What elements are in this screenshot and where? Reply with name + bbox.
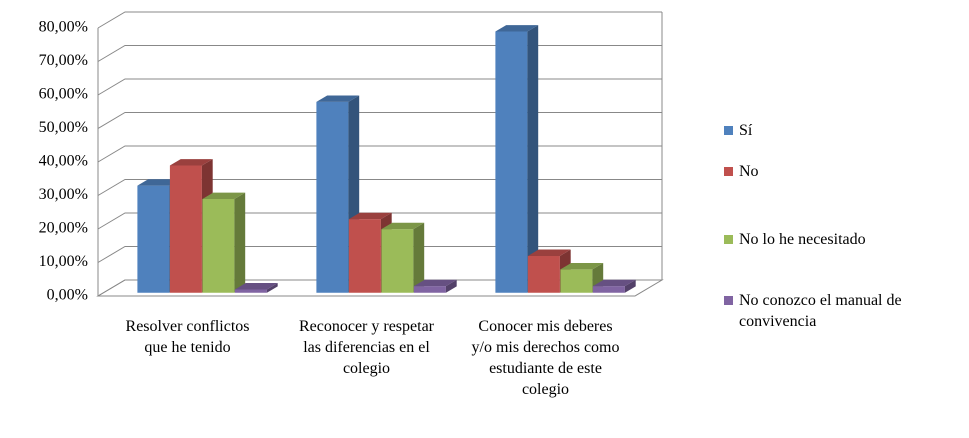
grid-line xyxy=(97,179,662,196)
grid-line xyxy=(97,279,662,297)
grid-line xyxy=(97,145,662,163)
bar xyxy=(234,283,278,293)
y-tick-label: 30,00% xyxy=(39,186,88,203)
y-tick-label: 70,00% xyxy=(39,52,88,69)
y-tick-label: 10,00% xyxy=(39,253,88,270)
bar-top xyxy=(169,159,213,166)
grid-line xyxy=(97,212,662,230)
bar xyxy=(592,279,636,293)
bar-front xyxy=(495,31,528,293)
bar xyxy=(413,279,457,293)
bar xyxy=(495,25,539,293)
bar-front xyxy=(413,286,446,293)
legend-label: No conozco el manual de convivencia xyxy=(739,292,902,330)
bar-front xyxy=(560,269,593,293)
y-tick-label: 40,00% xyxy=(39,153,88,170)
bar-top xyxy=(137,179,181,186)
x-tick-label: Conocer mis deberes y/o mis derechos com… xyxy=(471,318,620,398)
legend-swatch xyxy=(724,296,733,305)
bar-side xyxy=(266,283,278,293)
y-tick-label: 50,00% xyxy=(39,119,88,136)
legend-label: No xyxy=(739,163,759,180)
x-tick-label: Reconocer y respetar las diferencias en … xyxy=(298,318,435,377)
bar-top xyxy=(592,279,636,287)
bar-top xyxy=(495,25,539,32)
bar-front xyxy=(527,255,560,293)
y-tick-label: 0,00% xyxy=(47,287,88,304)
y-tick-label: 20,00% xyxy=(39,220,88,237)
bar-front xyxy=(592,286,625,293)
bar-side xyxy=(624,279,636,293)
bar xyxy=(381,222,425,293)
bar-front xyxy=(316,101,349,293)
bar-top xyxy=(348,212,392,220)
legend-label: Sí xyxy=(739,122,753,139)
legend-swatch xyxy=(724,126,733,135)
bar-side xyxy=(234,192,246,293)
bar xyxy=(202,192,246,293)
bar-top xyxy=(413,279,457,287)
legend-item: No conozco el manual de convivencia xyxy=(724,290,964,332)
bar-front xyxy=(348,219,381,293)
legend-swatch xyxy=(724,167,733,176)
y-tick-label: 80,00% xyxy=(39,19,88,36)
bar-top xyxy=(202,192,246,199)
bar-front xyxy=(234,289,267,293)
bar-side xyxy=(445,279,457,293)
grid-line xyxy=(97,11,662,29)
bar-top xyxy=(527,249,571,256)
legend-item: No xyxy=(724,161,964,182)
bar-top xyxy=(381,222,425,230)
bar-side xyxy=(527,25,539,293)
grid-line xyxy=(97,112,662,129)
y-tick-label: 60,00% xyxy=(39,86,88,103)
bar-top xyxy=(560,262,604,270)
grid-line xyxy=(97,78,662,96)
legend-item: No lo he necesitado xyxy=(724,229,964,250)
legend-item: Sí xyxy=(724,120,964,141)
grid-line xyxy=(97,45,662,62)
bar-side xyxy=(413,222,425,293)
legend-label: No lo he necesitado xyxy=(739,231,866,248)
bar-front xyxy=(137,185,170,293)
bar-front xyxy=(381,229,414,293)
bar-top xyxy=(234,283,278,290)
bar-front xyxy=(169,165,202,293)
legend-swatch xyxy=(724,235,733,244)
bar-front xyxy=(202,199,235,293)
bar-top xyxy=(316,95,360,102)
grid-line xyxy=(97,246,662,263)
x-tick-label: Resolver conflictos que he tenido xyxy=(125,318,250,356)
